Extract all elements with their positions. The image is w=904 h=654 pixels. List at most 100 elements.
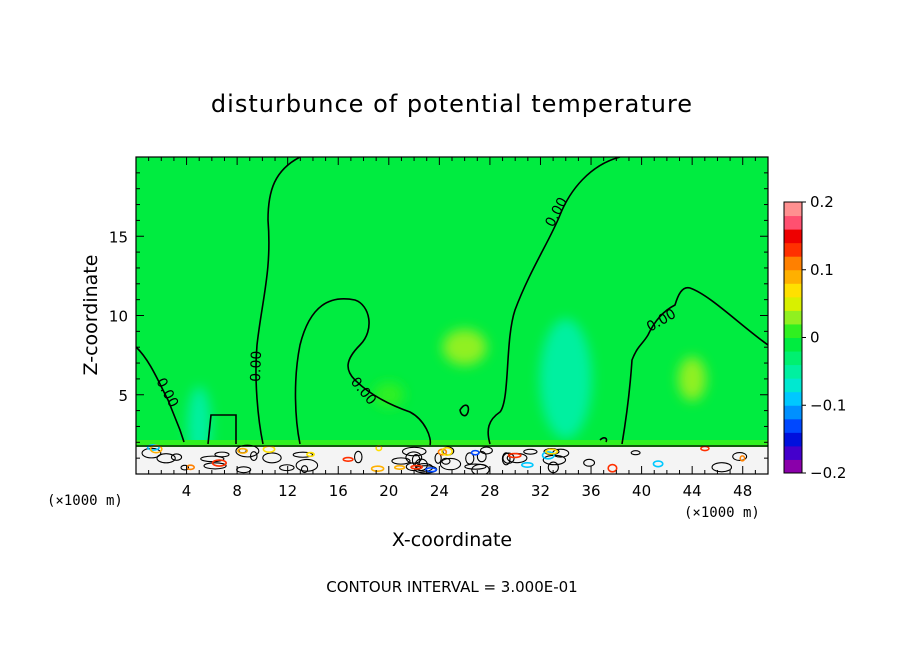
colorbar-swatch	[784, 323, 802, 338]
colorbar-swatch	[784, 296, 802, 311]
surface-eddy	[156, 453, 176, 464]
surface-anomaly	[521, 461, 534, 468]
surface-anomaly	[607, 463, 618, 473]
colorbar-tick-label: −0.2	[810, 464, 846, 482]
surface-anomaly	[652, 460, 664, 468]
surface-anomaly	[507, 452, 522, 459]
surface-anomaly	[545, 448, 559, 455]
y-tick-label: 10	[109, 308, 128, 326]
anomaly-patch	[373, 382, 404, 407]
colorbar-swatch	[784, 229, 802, 244]
colorbar-swatch	[784, 364, 802, 379]
x-tick-label: 44	[683, 482, 702, 500]
surface-anomaly	[410, 464, 424, 470]
x-axis: 4 8 12 16 20 24 28 32 36 40 44 48	[148, 157, 756, 500]
colorbar-swatch	[784, 418, 802, 433]
contour-line	[136, 346, 185, 443]
surface-anomaly	[424, 467, 438, 473]
contour-line	[621, 286, 768, 445]
contour-line	[294, 298, 432, 446]
surface-eddy	[501, 452, 511, 466]
surface-top	[136, 440, 768, 447]
x-tick-label: 20	[379, 482, 398, 500]
colorbar-tick-label: 0.1	[810, 261, 834, 279]
surface-layer	[136, 440, 768, 474]
anomaly-patch	[539, 318, 592, 439]
contour-line	[207, 414, 237, 445]
x-tick-label: 48	[733, 482, 752, 500]
chart-title: disturbunce of potential temperature	[211, 90, 693, 118]
surface-eddy	[464, 463, 487, 470]
colorbar-swatch	[784, 310, 802, 325]
surface-eddy	[523, 448, 538, 455]
colorbar-swatch	[784, 242, 802, 257]
surface-eddy	[354, 450, 363, 464]
x-tick-label: 36	[581, 482, 600, 500]
x-tick-label: 40	[632, 482, 651, 500]
colorbar	[784, 202, 802, 474]
surface-eddy	[583, 458, 596, 467]
contour-line	[459, 404, 470, 417]
surface-eddy	[732, 451, 748, 462]
plot-area: 0.00 0.00 0.00 0.00 0.00	[136, 157, 768, 474]
y-axis: 5 10 15	[109, 172, 768, 459]
colorbar-tick-label: −0.1	[810, 396, 846, 414]
colorbar-swatch	[784, 351, 802, 366]
surface-eddy	[214, 451, 230, 458]
colorbar-swatch	[784, 337, 802, 352]
surface-eddy	[711, 462, 733, 473]
x-tick-label: 16	[329, 482, 348, 500]
colorbar-swatch	[784, 256, 802, 271]
surface-eddy	[471, 463, 490, 474]
surface-eddy	[476, 450, 487, 463]
contour-line	[599, 437, 608, 443]
surface-eddy	[630, 450, 641, 456]
surface-eddy	[401, 446, 427, 457]
surface-anomaly	[541, 451, 555, 460]
colorbar-swatch	[784, 378, 802, 393]
x-tick-label: 28	[480, 482, 499, 500]
surface-eddy	[170, 453, 183, 461]
surface-eddy	[262, 452, 282, 464]
x-tick-label: 4	[182, 482, 192, 500]
surface-anomaly	[739, 455, 746, 462]
zero-contours	[136, 157, 768, 446]
colorbar-swatch	[784, 405, 802, 420]
surface-anomaly	[342, 456, 354, 462]
x-tick-label: 32	[531, 482, 550, 500]
surface-eddy	[480, 446, 493, 455]
surface-eddy	[465, 452, 475, 465]
surface-eddy	[180, 464, 190, 471]
colorbar-swatch	[784, 202, 802, 217]
x-axis-label: X-coordinate	[392, 529, 512, 551]
colorbar-swatch	[784, 445, 802, 460]
y-axis-label: Z-coordinate	[80, 255, 102, 376]
surface-eddy	[300, 465, 309, 474]
surface-anomaly	[441, 447, 453, 457]
colorbar-swatch	[784, 459, 802, 474]
anomaly-patch	[678, 356, 707, 401]
surface-anomaly	[237, 447, 248, 454]
x-tick-label: 8	[232, 482, 242, 500]
x-tick-label: 24	[430, 482, 449, 500]
surface-eddy	[292, 451, 314, 458]
colorbar-swatch	[784, 391, 802, 406]
surface-eddy	[405, 451, 423, 464]
colorbar-tick-label: 0.2	[810, 193, 834, 211]
x-unit-right: (×1000 m)	[684, 505, 760, 521]
x-unit-left: (×1000 m)	[47, 493, 123, 509]
anomaly-patch	[442, 329, 487, 366]
x-tick-label: 12	[278, 482, 297, 500]
anomaly-patches	[187, 318, 707, 467]
plot-background	[136, 157, 768, 474]
surface-anomaly	[393, 464, 406, 470]
colorbar-swatch	[784, 215, 802, 230]
colorbar-swatch	[784, 432, 802, 447]
surface-anomaly	[470, 449, 480, 456]
colorbar-tick-label: 0	[810, 329, 820, 347]
contour-interval-note: CONTOUR INTERVAL = 3.000E-01	[326, 578, 577, 596]
contour-line	[255, 157, 301, 445]
surface-eddy	[235, 444, 260, 458]
surface-anomaly	[146, 444, 160, 451]
